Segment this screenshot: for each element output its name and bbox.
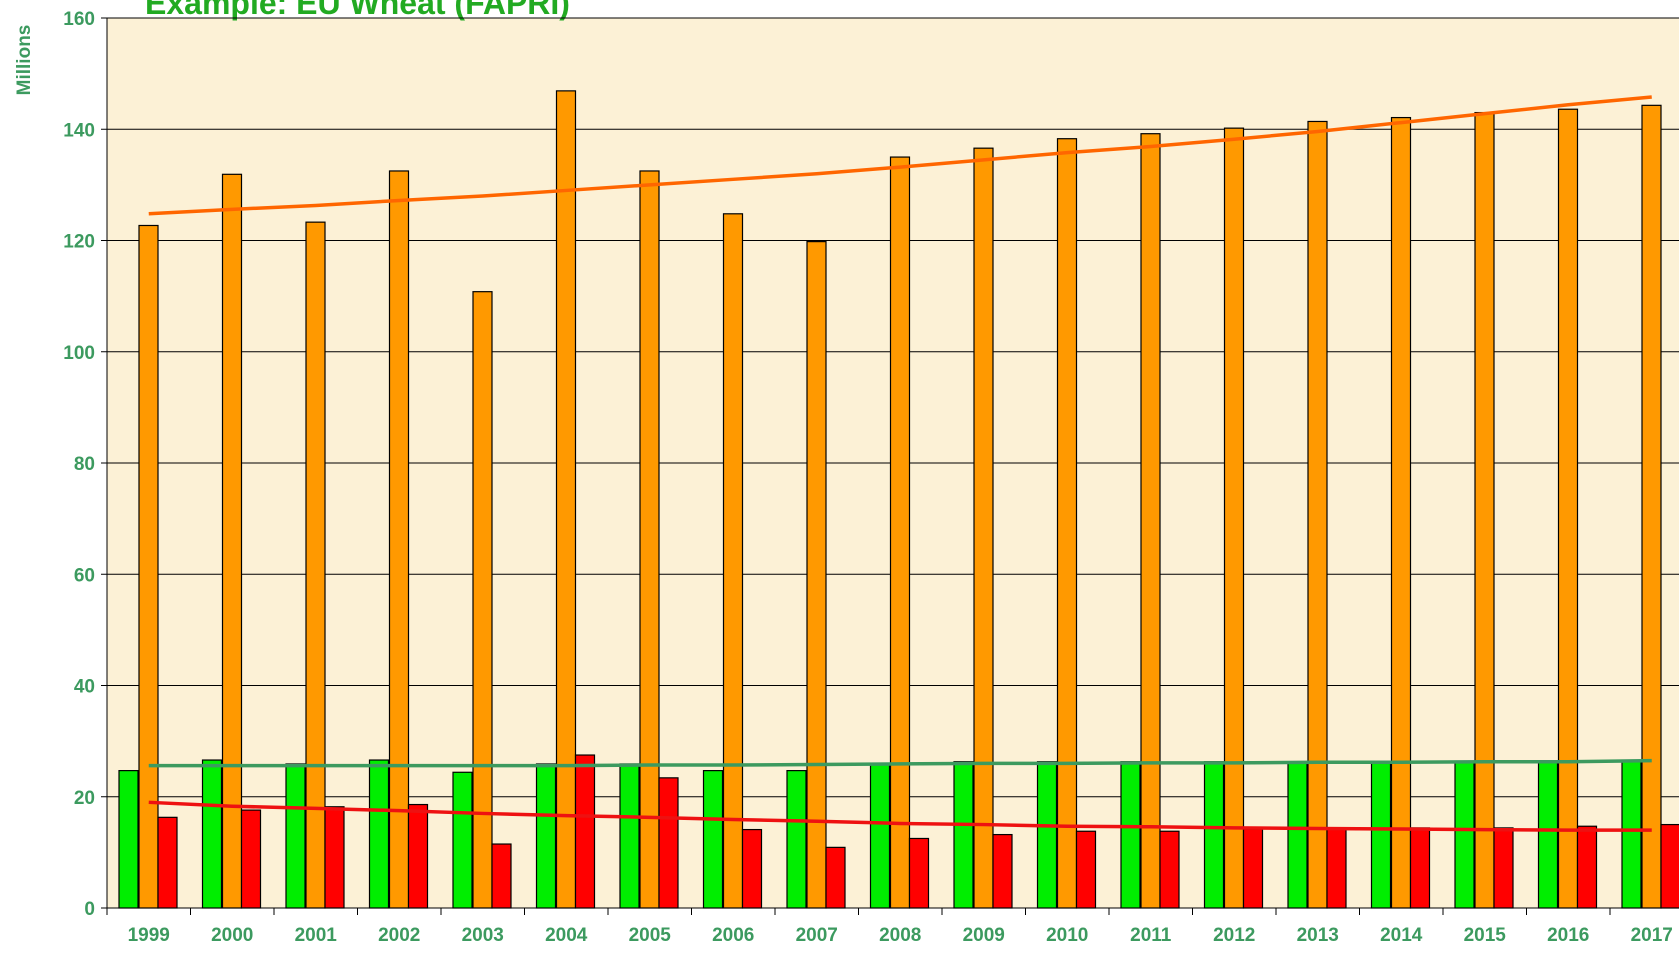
x-tick-label: 2004 bbox=[545, 925, 588, 946]
chart-title: Example: EU Wheat (FAPRI) bbox=[145, 0, 570, 21]
bar bbox=[786, 770, 807, 909]
bar bbox=[1036, 761, 1058, 909]
bar bbox=[1287, 761, 1308, 909]
x-tick-label: 2003 bbox=[462, 925, 504, 946]
bar bbox=[201, 759, 223, 909]
bar bbox=[1537, 761, 1559, 909]
x-tick-label: 2000 bbox=[211, 925, 253, 946]
y-axis-label: Millions bbox=[14, 25, 35, 96]
y-tick-label: 80 bbox=[74, 454, 95, 475]
bar bbox=[1307, 120, 1328, 909]
bar bbox=[741, 828, 763, 909]
y-tick-label: 160 bbox=[63, 9, 95, 30]
bar bbox=[118, 770, 139, 909]
x-tick-label: 2002 bbox=[378, 925, 420, 946]
x-tick-label: 2001 bbox=[295, 925, 338, 946]
bar bbox=[388, 170, 410, 909]
bar bbox=[1454, 761, 1475, 909]
trend-line bbox=[148, 800, 1652, 832]
bar bbox=[1660, 823, 1679, 909]
x-tick-label: 2013 bbox=[1297, 925, 1339, 946]
bar bbox=[491, 843, 512, 909]
bar bbox=[1493, 827, 1514, 909]
bar bbox=[305, 221, 326, 909]
bar bbox=[535, 763, 557, 909]
x-tick-label: 2011 bbox=[1130, 925, 1172, 946]
bar bbox=[639, 170, 660, 909]
bar bbox=[953, 761, 974, 909]
bar bbox=[472, 291, 493, 909]
bar bbox=[368, 759, 390, 909]
bar bbox=[1576, 825, 1598, 909]
y-tick-label: 20 bbox=[74, 788, 95, 809]
bar bbox=[889, 156, 911, 909]
bar bbox=[157, 816, 178, 909]
trend-line bbox=[148, 95, 1652, 216]
bar bbox=[1242, 828, 1264, 909]
bar bbox=[407, 803, 429, 909]
trend-line bbox=[148, 758, 1652, 768]
bar bbox=[908, 837, 930, 909]
bar bbox=[1641, 104, 1662, 909]
y-tick-label: 40 bbox=[74, 677, 95, 698]
x-tick-label: 2006 bbox=[712, 925, 754, 946]
x-tick-label: 2012 bbox=[1213, 925, 1255, 946]
bar bbox=[973, 147, 994, 909]
bar bbox=[555, 90, 577, 909]
bar bbox=[1390, 116, 1412, 909]
bar bbox=[1159, 830, 1180, 909]
bar bbox=[285, 763, 306, 909]
y-tick-label: 0 bbox=[84, 899, 95, 920]
bar bbox=[1370, 761, 1392, 909]
bar bbox=[1223, 127, 1245, 909]
bar bbox=[574, 754, 596, 909]
bar bbox=[825, 846, 846, 909]
bar bbox=[1203, 761, 1225, 909]
y-tick-label: 120 bbox=[63, 232, 95, 253]
x-tick-label: 2008 bbox=[879, 925, 921, 946]
bar bbox=[1075, 830, 1097, 909]
x-tick-label: 2007 bbox=[796, 925, 838, 946]
bar bbox=[324, 806, 345, 909]
bar bbox=[702, 770, 724, 909]
x-tick-label: 2009 bbox=[963, 925, 1005, 946]
bar bbox=[806, 241, 827, 909]
bar bbox=[1409, 827, 1431, 909]
bar bbox=[658, 777, 679, 909]
bar bbox=[992, 833, 1013, 909]
y-tick-label: 140 bbox=[63, 120, 95, 141]
x-tick-label: 2015 bbox=[1464, 925, 1507, 946]
bar bbox=[452, 771, 473, 909]
bar bbox=[138, 224, 159, 909]
x-tick-label: 2014 bbox=[1380, 925, 1423, 946]
y-tick-label: 100 bbox=[63, 343, 95, 364]
bar bbox=[221, 173, 243, 909]
bar bbox=[1474, 111, 1495, 909]
bar bbox=[1120, 761, 1141, 909]
x-tick-label: 1999 bbox=[128, 925, 170, 946]
x-tick-label: 2010 bbox=[1046, 925, 1088, 946]
x-tick-label: 2017 bbox=[1631, 925, 1673, 946]
bar bbox=[1140, 133, 1161, 909]
bar bbox=[1056, 138, 1078, 909]
y-tick-label: 60 bbox=[74, 565, 95, 586]
bar bbox=[869, 763, 891, 909]
bar bbox=[1326, 828, 1347, 909]
x-tick-label: 2016 bbox=[1547, 925, 1589, 946]
bar bbox=[1621, 761, 1642, 909]
bar bbox=[1557, 108, 1579, 909]
bar bbox=[240, 809, 262, 909]
x-tick-label: 2005 bbox=[629, 925, 672, 946]
bar bbox=[722, 213, 744, 909]
bar bbox=[619, 763, 640, 909]
